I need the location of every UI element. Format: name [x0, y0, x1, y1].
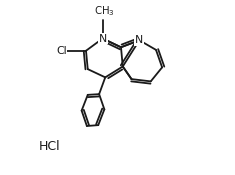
Text: N: N — [98, 33, 107, 44]
Text: N: N — [135, 35, 144, 45]
Text: HCl: HCl — [39, 141, 60, 153]
Text: CH$_3$: CH$_3$ — [94, 5, 115, 18]
Text: Cl: Cl — [56, 46, 67, 56]
